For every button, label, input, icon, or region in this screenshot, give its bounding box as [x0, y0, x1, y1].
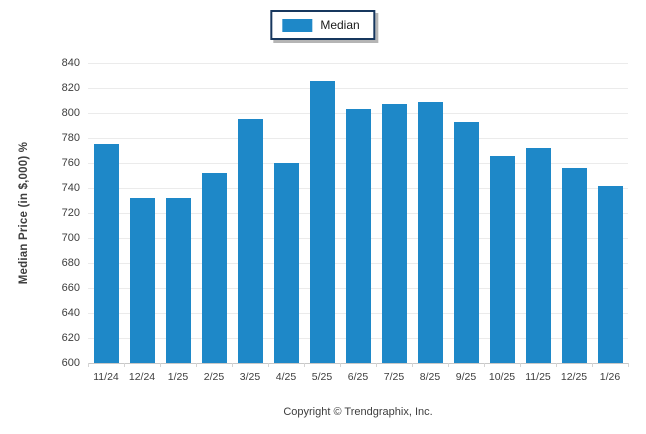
- legend: Median: [270, 10, 376, 40]
- bar-10-25: [489, 155, 515, 363]
- bar-1-26: [597, 185, 623, 363]
- bar-7-25: [381, 104, 407, 363]
- plot-area: 840 820 800 780 760 740 720 700 680 660 640 620 600 1…: [62, 57, 629, 383]
- bar-11-24: [93, 144, 119, 363]
- axis-tick: [412, 363, 413, 367]
- x-tick-label: 3/25: [239, 371, 261, 383]
- axis-tick: [556, 363, 557, 367]
- axis-tick: [88, 363, 89, 367]
- y-tick-label: 800: [61, 107, 80, 119]
- x-tick-label: 1/26: [599, 371, 621, 383]
- bar-6-25: [345, 109, 371, 363]
- y-tick-label: 600: [61, 357, 80, 369]
- y-tick-label: 640: [61, 307, 80, 319]
- bar-8-25: [417, 101, 443, 363]
- axis-tick: [268, 363, 269, 367]
- x-tick-label: 11/25: [525, 371, 551, 383]
- copyright-text: Copyright © Trendgraphix, Inc.: [283, 406, 433, 418]
- x-tick-label: 8/25: [419, 371, 441, 383]
- axis-tick: [592, 363, 593, 367]
- y-tick-label: 660: [61, 282, 80, 294]
- legend-label: Median: [320, 17, 360, 32]
- x-tick-label: 6/25: [347, 371, 369, 383]
- axis-tick: [232, 363, 233, 367]
- bar-3-25: [237, 119, 263, 363]
- x-tick-label: 7/25: [383, 371, 405, 383]
- bar-12-24: [129, 198, 155, 363]
- bar-11-25: [525, 148, 551, 363]
- axis-tick: [196, 363, 197, 367]
- y-tick-label: 780: [61, 132, 80, 144]
- x-tick-label: 10/25: [488, 371, 516, 383]
- axis-tick: [448, 363, 449, 367]
- y-axis-title: Median Price (in $,000) %: [18, 141, 30, 285]
- axis-tick: [484, 363, 485, 367]
- y-tick-label: 740: [61, 182, 80, 194]
- x-tick-label: 12/25: [560, 371, 588, 383]
- y-tick-label: 620: [61, 332, 80, 344]
- bar-9-25: [453, 121, 479, 363]
- legend-swatch-icon: [282, 18, 313, 32]
- axis-tick: [304, 363, 305, 367]
- axis-tick: [628, 363, 629, 367]
- axis-tick: [520, 363, 521, 367]
- y-tick-label: 680: [61, 257, 80, 269]
- bar-1-25: [165, 198, 191, 363]
- bar-12-25: [561, 168, 587, 363]
- gridline: [88, 88, 628, 89]
- axis-tick: [376, 363, 377, 367]
- bar-2-25: [201, 173, 227, 363]
- gridline: [88, 63, 628, 64]
- y-tick-label: 820: [61, 82, 80, 94]
- y-tick-label: 760: [61, 157, 80, 169]
- y-tick-label: 720: [61, 207, 80, 219]
- x-tick-label: 5/25: [311, 371, 333, 383]
- axis-tick: [160, 363, 161, 367]
- x-tick-label: 9/25: [455, 371, 477, 383]
- x-tick-label: 1/25: [167, 371, 189, 383]
- x-tick-label: 11/24: [93, 371, 119, 383]
- axis-tick: [124, 363, 125, 367]
- bar-4-25: [273, 163, 299, 363]
- bar-5-25: [309, 80, 335, 363]
- x-tick-label: 4/25: [275, 371, 297, 383]
- y-tick-label: 840: [61, 57, 80, 69]
- x-tick-label: 2/25: [203, 371, 225, 383]
- footer: Copyright © Trendgraphix, Inc.: [88, 402, 628, 420]
- axis-tick: [340, 363, 341, 367]
- y-tick-label: 700: [61, 232, 80, 244]
- x-tick-label: 12/24: [128, 371, 156, 383]
